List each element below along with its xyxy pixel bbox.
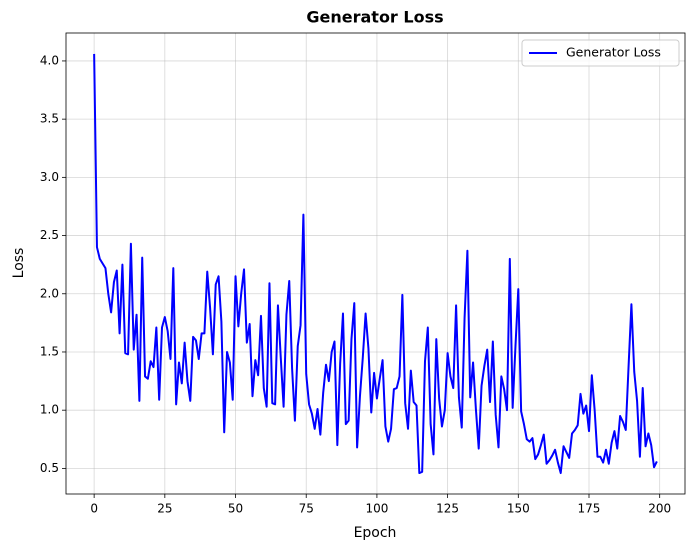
x-tick-label: 0 bbox=[90, 502, 98, 516]
x-axis-label: Epoch bbox=[354, 525, 397, 541]
axes-frame bbox=[65, 32, 686, 495]
y-tick-label: 4.0 bbox=[40, 53, 59, 67]
y-tick-label: 0.5 bbox=[40, 461, 59, 475]
x-tick-label: 25 bbox=[157, 502, 172, 516]
x-tick-label: 75 bbox=[299, 502, 314, 516]
x-tick-label: 125 bbox=[436, 502, 459, 516]
y-tick-label: 3.0 bbox=[40, 170, 59, 184]
y-tick-label: 2.5 bbox=[40, 228, 59, 242]
x-tick-label: 150 bbox=[507, 502, 530, 516]
x-tick-label: 50 bbox=[228, 502, 243, 516]
x-tick-label: 175 bbox=[578, 502, 601, 516]
legend-box bbox=[521, 39, 680, 67]
y-axis-label: Loss bbox=[11, 248, 27, 279]
chart-title: Generator Loss bbox=[306, 8, 443, 27]
y-tick-label: 1.5 bbox=[40, 344, 59, 358]
y-tick-label: 2.0 bbox=[40, 286, 59, 300]
y-tick-label: 1.0 bbox=[40, 403, 59, 417]
x-tick-label: 200 bbox=[648, 502, 671, 516]
x-tick-label: 100 bbox=[365, 502, 388, 516]
y-tick-label: 3.5 bbox=[40, 112, 59, 126]
data-line bbox=[93, 53, 658, 475]
legend-label: Generator Loss bbox=[566, 45, 661, 60]
